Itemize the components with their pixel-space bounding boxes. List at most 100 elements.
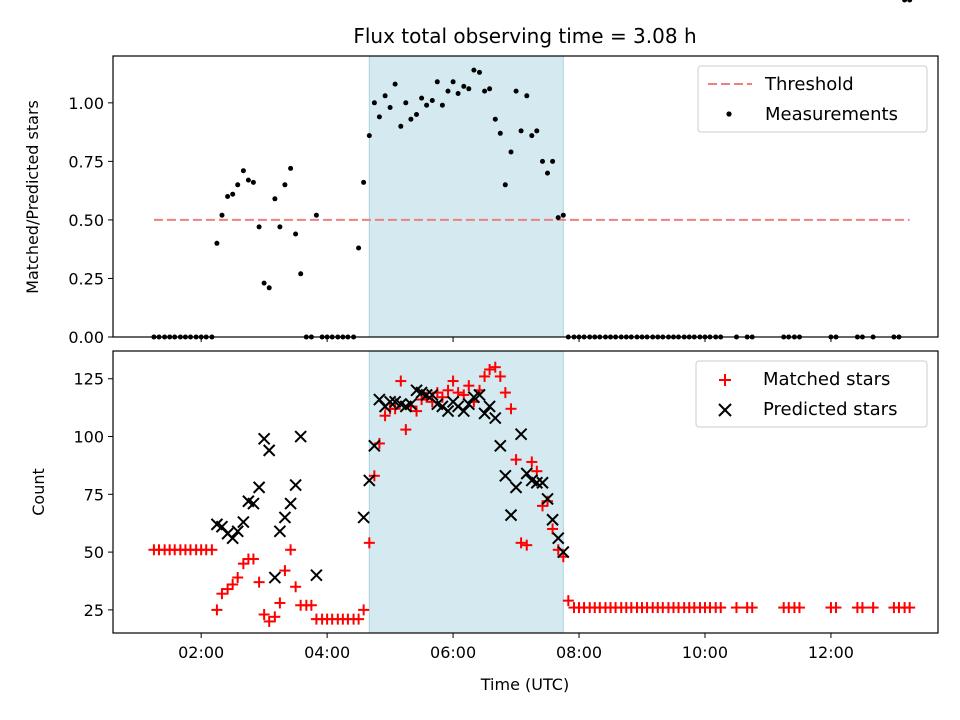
measurement-point [461, 83, 467, 89]
predicted-star-point [494, 439, 507, 452]
bottom-legend: Matched stars Predicted stars [695, 360, 928, 428]
measurement-point [424, 102, 430, 108]
matched-star-point [856, 602, 868, 614]
x-tick-label: 08:00 [556, 643, 602, 662]
measurement-point [455, 91, 461, 96]
y-tick-label: 25 [84, 601, 104, 620]
legend-predicted-swatch [718, 403, 732, 417]
matched-star-point [305, 599, 317, 611]
legend-predicted-label: Predicted stars [763, 399, 897, 420]
matched-star-point [494, 370, 506, 382]
measurement-point [902, 0, 908, 3]
matched-star-point [793, 602, 805, 614]
measurement-point [392, 81, 398, 87]
top-axes-frame [112, 55, 939, 338]
predicted-star-point [420, 388, 433, 402]
matched-star-point [746, 602, 758, 614]
measurement-point [376, 114, 382, 120]
top-panel: 0.00 0.25 0.50 0.75 1.00 Flux total observin… [23, 0, 939, 347]
measurement-point [487, 86, 493, 92]
measurement-point [356, 245, 362, 251]
measurement-point [366, 133, 372, 139]
predicted-star-point [257, 432, 271, 446]
chart-title: Flux total observing time = 3.08 h [353, 24, 696, 48]
matched-star-point [411, 405, 423, 417]
measurement-point [529, 133, 535, 139]
measurement-point [466, 86, 472, 92]
matched-star-point [547, 523, 559, 535]
measurement-point [429, 98, 435, 103]
legend-threshold-label: Threshold [764, 74, 854, 95]
measurement-point [439, 102, 445, 108]
matched-star-point [263, 615, 275, 627]
measurement-point [387, 105, 393, 110]
measurement-point [225, 194, 231, 199]
measurement-point [560, 212, 566, 218]
bottom-axes-frame [112, 350, 939, 634]
matched-star-point [363, 537, 375, 549]
matched-star-point [247, 553, 259, 565]
x-tick-label: 04:00 [304, 643, 350, 662]
predicted-star-point [310, 569, 323, 582]
predicted-star-point [247, 497, 260, 510]
measurement-point [219, 212, 225, 218]
x-axis-label: Time (UTC) [480, 675, 569, 694]
matched-star-point [269, 611, 281, 623]
predicted-star-point [268, 571, 282, 584]
measurement-point [502, 182, 508, 188]
bottom-y-axis-label: Count [29, 468, 48, 516]
predicted-star-point [404, 397, 418, 411]
predicted-stars-points [210, 384, 570, 584]
measurement-point [277, 224, 283, 230]
x-tick-label: 06:00 [430, 643, 476, 662]
predicted-star-point [252, 481, 266, 494]
measurement-point [313, 212, 319, 218]
matched-star-point [489, 361, 501, 373]
measurement-point [414, 112, 419, 117]
measurement-point [550, 158, 556, 164]
measurement-point [513, 88, 519, 94]
y-tick-label: 50 [84, 543, 104, 562]
predicted-star-point [483, 400, 496, 413]
top-legend: Threshold Measurements [697, 65, 928, 133]
predicted-star-point [552, 532, 565, 545]
top-y-ticks: 0.00 0.25 0.50 0.75 1.00 [68, 94, 113, 347]
x-tick-label: 10:00 [682, 643, 728, 662]
y-tick-label: 100 [73, 428, 104, 447]
measurement-point [371, 100, 377, 106]
legend-measurements-label: Measurements [765, 104, 898, 125]
measurement-point [298, 271, 304, 277]
bottom-highlight-span [368, 350, 564, 634]
measurement-point [230, 191, 236, 197]
matched-star-point [730, 602, 742, 614]
predicted-star-point [289, 478, 302, 492]
measurement-point [482, 88, 488, 94]
measurement-point [497, 130, 503, 136]
bottom-panel: 25 50 75 100 125 02:00 04:00 06:00 08:00 10:00 12… [29, 350, 939, 694]
measurement-point [361, 179, 367, 185]
measurement-point [492, 116, 498, 122]
matched-star-point [499, 387, 511, 399]
measurement-point [266, 285, 272, 291]
matched-star-point [526, 456, 538, 468]
predicted-star-point [536, 476, 549, 489]
matched-star-point [442, 384, 454, 396]
bottom-x-ticks: 02:00 04:00 06:00 08:00 10:00 12:00 [178, 633, 854, 662]
predicted-star-point [478, 407, 491, 420]
matched-star-point [479, 370, 491, 382]
predicted-star-point [284, 497, 297, 510]
measurement-point [398, 123, 404, 129]
x-tick-label: 12:00 [808, 643, 854, 662]
matched-star-point [515, 537, 527, 549]
measurement-point [555, 215, 561, 221]
measurement-point [534, 128, 540, 134]
matched-star-point [510, 454, 522, 466]
predicted-star-point [557, 545, 570, 559]
measurement-point [907, 0, 913, 3]
predicted-star-point [541, 492, 554, 506]
predicted-star-point [357, 511, 370, 524]
legend-matched-swatch [719, 374, 731, 386]
predicted-star-point [499, 469, 512, 483]
matched-star-point [436, 391, 448, 403]
